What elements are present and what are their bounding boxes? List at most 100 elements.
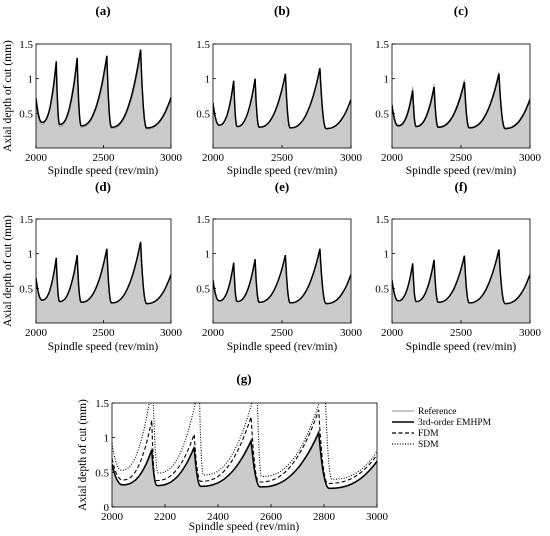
panel-label: (c) xyxy=(454,3,468,18)
x-tick-label: 3000 xyxy=(519,327,542,339)
panel-a-ticks: 2000 2500 3000 0.5 1 1.5 xyxy=(19,39,182,164)
x-tick-label: 2500 xyxy=(271,152,294,164)
y-tick-label: 1 xyxy=(384,249,390,261)
panel-label: (b) xyxy=(274,3,290,18)
x-tick-label: 2000 xyxy=(25,152,48,164)
stability-lobe-line xyxy=(392,249,530,305)
y-tick-label: 1 xyxy=(384,74,390,86)
panel-d: (d) 2000 2500 3000 0.5 1 1.5 Spindle speed (r… xyxy=(2,179,183,353)
x-tick-label: 3000 xyxy=(160,327,183,339)
panel-label: (a) xyxy=(95,3,110,18)
x-axis-label: Spindle speed (rev/min) xyxy=(48,341,159,353)
y-tick-label: 1.5 xyxy=(375,39,389,51)
panel-c-ticks: 2000 2500 3000 0.5 1 1.5 xyxy=(375,39,541,164)
panel-a-marks xyxy=(36,49,171,148)
y-axis-label: Axial depth of cut (mm) xyxy=(2,215,14,327)
legend-label: 3rd-order EMHPM xyxy=(418,418,492,428)
stability-lobe-line xyxy=(213,68,351,130)
y-tick-label: 1.5 xyxy=(95,398,109,410)
y-tick-label: 0.5 xyxy=(375,283,389,295)
y-tick-label: 0 xyxy=(104,502,110,514)
panel-label: (g) xyxy=(236,371,251,386)
stable-region-fill xyxy=(213,248,351,323)
x-axis-label: Spindle speed (rev/min) xyxy=(227,341,338,353)
axes-frame xyxy=(111,402,378,508)
x-tick-label: 2600 xyxy=(260,511,283,523)
panel-f-ticks: 2000 2500 3000 0.5 1 1.5 xyxy=(375,214,541,339)
stability-lobe-line xyxy=(36,241,171,305)
stable-region-fill xyxy=(392,73,530,148)
legend-item-emhpm: 3rd-order EMHPM xyxy=(392,418,492,428)
panel-d-marks xyxy=(36,241,171,323)
series-line-fdm xyxy=(112,409,377,484)
y-axis-label: Axial depth of cut (mm) xyxy=(2,40,14,152)
panel-e: (e) 2000 2500 3000 0.5 1 1.5 Spindle speed (r… xyxy=(196,179,362,353)
x-axis-label: Spindle speed (rev/min) xyxy=(227,165,338,177)
stable-region-fill xyxy=(392,249,530,323)
legend-label: FDM xyxy=(418,429,439,439)
panel-c: (c) 2000 2500 3000 0.5 1 1.5 Spindle speed (r… xyxy=(375,3,541,177)
panel-label: (f) xyxy=(455,179,468,194)
panel-g-ticks: 2000 2200 2400 2600 2800 3000 0 0.5 1 1.5 xyxy=(95,398,388,523)
x-tick-label: 3000 xyxy=(340,152,363,164)
panel-e-marks xyxy=(213,248,351,323)
y-tick-label: 1.5 xyxy=(196,214,210,226)
panel-b-marks xyxy=(213,68,351,148)
panel-label: (e) xyxy=(275,179,289,194)
legend-item-fdm: FDM xyxy=(392,429,439,439)
panel-f: (f) 2000 2500 3000 0.5 1 1.5 Spindle speed (r… xyxy=(375,179,541,353)
x-tick-label: 2500 xyxy=(450,327,473,339)
legend: Reference 3rd-order EMHPM FDM SDM xyxy=(392,406,492,450)
panel-d-ticks: 2000 2500 3000 0.5 1 1.5 xyxy=(19,214,182,339)
stable-region-fill xyxy=(36,241,171,323)
stability-lobe-line xyxy=(36,49,171,129)
x-tick-label: 2000 xyxy=(202,152,225,164)
x-tick-label: 2500 xyxy=(93,152,116,164)
x-tick-label: 2500 xyxy=(450,152,473,164)
x-tick-label: 2000 xyxy=(101,511,124,523)
x-tick-label: 3000 xyxy=(519,152,542,164)
stable-region-fill xyxy=(112,432,377,507)
y-tick-label: 1 xyxy=(205,74,211,86)
stability-lobe-line xyxy=(213,248,351,305)
series-line-3rd-order-emhpm xyxy=(112,429,377,490)
y-tick-label: 1 xyxy=(28,74,34,86)
stable-region-fill xyxy=(213,68,351,148)
panel-a: (a) 2000 2500 3000 0.5 1 1.5 Spindle speed (r… xyxy=(2,3,183,177)
stability-lobe-line xyxy=(392,73,530,130)
legend-label: Reference xyxy=(418,406,457,417)
y-tick-label: 1 xyxy=(104,433,110,445)
x-tick-label: 2000 xyxy=(381,152,404,164)
y-tick-label: 0.5 xyxy=(196,283,210,295)
x-tick-label: 2000 xyxy=(202,327,225,339)
panel-f-marks xyxy=(392,249,530,323)
y-axis-label: Axial depth of cut (mm) xyxy=(77,399,89,511)
x-tick-label: 2000 xyxy=(25,327,48,339)
y-tick-label: 0.5 xyxy=(196,108,210,120)
panel-g: (g) 2000 2200 2400 2600 2800 3000 0 0.5 1 1.5 Spi… xyxy=(77,371,389,533)
x-tick-label: 2500 xyxy=(271,327,294,339)
panel-c-marks xyxy=(392,71,530,148)
x-axis-label: Spindle speed (rev/min) xyxy=(406,341,517,353)
x-tick-label: 3000 xyxy=(340,327,363,339)
panel-b-ticks: 2000 2500 3000 0.5 1 1.5 xyxy=(196,39,362,164)
panel-b: (b) 2000 2500 3000 0.5 1 1.5 Spindle speed (r… xyxy=(196,3,362,177)
panel-e-ticks: 2000 2500 3000 0.5 1 1.5 xyxy=(196,214,362,339)
panel-label: (d) xyxy=(95,179,111,194)
y-tick-label: 1.5 xyxy=(19,39,33,51)
legend-item-sdm: SDM xyxy=(392,440,439,450)
x-tick-label: 3000 xyxy=(366,511,389,523)
legend-item-reference: Reference xyxy=(392,406,457,417)
y-tick-label: 1.5 xyxy=(375,214,389,226)
y-tick-label: 1 xyxy=(28,249,34,261)
x-axis-label: Spindle speed (rev/min) xyxy=(48,165,159,177)
x-tick-label: 2200 xyxy=(154,511,177,523)
x-tick-label: 2500 xyxy=(93,327,116,339)
panel-g-marks xyxy=(112,403,377,507)
x-axis-label: Spindle speed (rev/min) xyxy=(406,165,517,177)
y-tick-label: 0.5 xyxy=(95,467,109,479)
x-tick-label: 2000 xyxy=(381,327,404,339)
y-tick-label: 0.5 xyxy=(19,108,33,120)
x-tick-label: 2800 xyxy=(313,511,336,523)
